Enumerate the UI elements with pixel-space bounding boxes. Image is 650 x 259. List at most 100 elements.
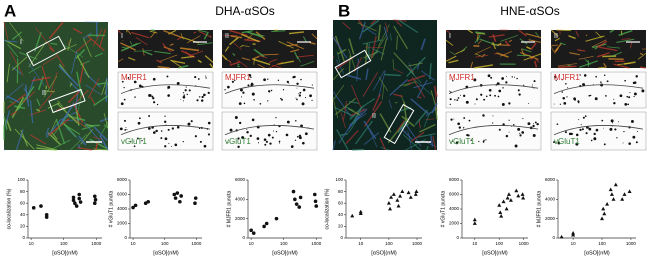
neurite	[156, 59, 163, 64]
punctum	[465, 100, 469, 104]
neurite	[475, 32, 486, 35]
y-tick-label: 4000	[117, 206, 128, 211]
neurite	[476, 33, 479, 41]
y-tick-label: 4000	[545, 197, 556, 202]
y-axis-label: co-localization (%)	[6, 188, 12, 229]
neurite	[288, 31, 304, 35]
neurite	[67, 37, 72, 51]
neurite	[7, 43, 19, 58]
x-tick-label: 1000	[626, 241, 637, 246]
x-axis-label: [αSO](nM)	[482, 250, 508, 256]
x-tick-label: 10	[472, 241, 478, 246]
neurite	[229, 61, 241, 66]
neurite	[290, 48, 300, 53]
punctum	[167, 85, 171, 89]
punctum	[160, 137, 163, 140]
neurite	[554, 43, 562, 52]
x-tick-label: 100	[598, 241, 606, 246]
punctum	[275, 116, 277, 119]
neurite	[479, 38, 499, 47]
y-tick-label: 80	[20, 189, 26, 194]
neurite	[92, 28, 103, 47]
punctum	[513, 76, 516, 78]
x-axis-label: [αSO](nM)	[52, 250, 78, 256]
neurite	[241, 57, 251, 61]
neurite	[521, 48, 532, 53]
y-axis-label: # MJFR1 puncta	[226, 190, 232, 227]
punctum	[618, 121, 620, 123]
y-axis-label: # MJFR1 puncta	[536, 190, 542, 227]
neurite	[336, 51, 341, 63]
neurite	[24, 84, 30, 107]
neurite	[3, 148, 6, 151]
neurite	[41, 65, 50, 88]
punctum	[294, 139, 297, 141]
punctum	[121, 80, 124, 83]
region-box	[334, 49, 372, 79]
neurite	[76, 55, 90, 78]
punctum	[301, 102, 305, 106]
punctum	[485, 95, 488, 98]
neurite	[70, 134, 87, 151]
data-point	[77, 192, 82, 197]
data-point	[391, 192, 396, 196]
neurite	[229, 36, 239, 46]
data-point	[499, 214, 504, 218]
punctum	[517, 127, 521, 131]
neurite	[117, 58, 124, 62]
punctum	[299, 91, 302, 94]
punctum	[595, 75, 598, 78]
neurite	[639, 66, 647, 69]
channel-label: MJFR1	[449, 73, 475, 82]
punctum	[482, 114, 485, 117]
neurite	[550, 46, 556, 54]
punctum	[152, 77, 156, 81]
punctum	[490, 76, 493, 79]
punctum	[241, 136, 245, 140]
punctum	[302, 88, 306, 92]
punctum	[188, 89, 191, 92]
punctum	[603, 74, 606, 77]
punctum	[234, 116, 238, 119]
punctum	[280, 97, 282, 100]
punctum	[196, 99, 199, 102]
neurite	[65, 127, 85, 145]
punctum	[123, 98, 126, 101]
neurite	[157, 65, 170, 69]
neurite	[596, 52, 610, 58]
neurite	[232, 53, 236, 56]
punctum	[200, 99, 204, 102]
neurite	[15, 129, 24, 151]
neurite	[408, 62, 423, 67]
neurite	[169, 43, 174, 46]
punctum	[278, 142, 280, 144]
inset-region-label: II	[225, 33, 229, 40]
data-point	[131, 205, 135, 210]
neurite	[42, 56, 57, 66]
neurite	[557, 63, 577, 67]
punctum	[151, 95, 154, 98]
punctum	[234, 79, 236, 82]
punctum	[584, 115, 587, 117]
punctum	[311, 84, 313, 86]
neurite	[10, 51, 24, 76]
neurite	[302, 36, 308, 43]
punctum	[449, 98, 452, 101]
neurite	[410, 131, 425, 143]
neurite	[50, 139, 71, 151]
punctum	[207, 133, 211, 136]
neurite	[230, 35, 243, 39]
punctum	[242, 91, 245, 94]
punctum	[588, 127, 592, 131]
neurite	[197, 29, 208, 33]
punctum	[470, 139, 472, 142]
y-tick-label: 6000	[449, 192, 460, 197]
neurite	[448, 59, 459, 64]
punctum	[199, 96, 201, 98]
data-point	[571, 232, 576, 237]
neurite	[474, 46, 492, 55]
neurite	[236, 59, 248, 68]
punctum	[633, 95, 635, 98]
punctum	[267, 100, 269, 102]
punctum	[462, 127, 465, 129]
